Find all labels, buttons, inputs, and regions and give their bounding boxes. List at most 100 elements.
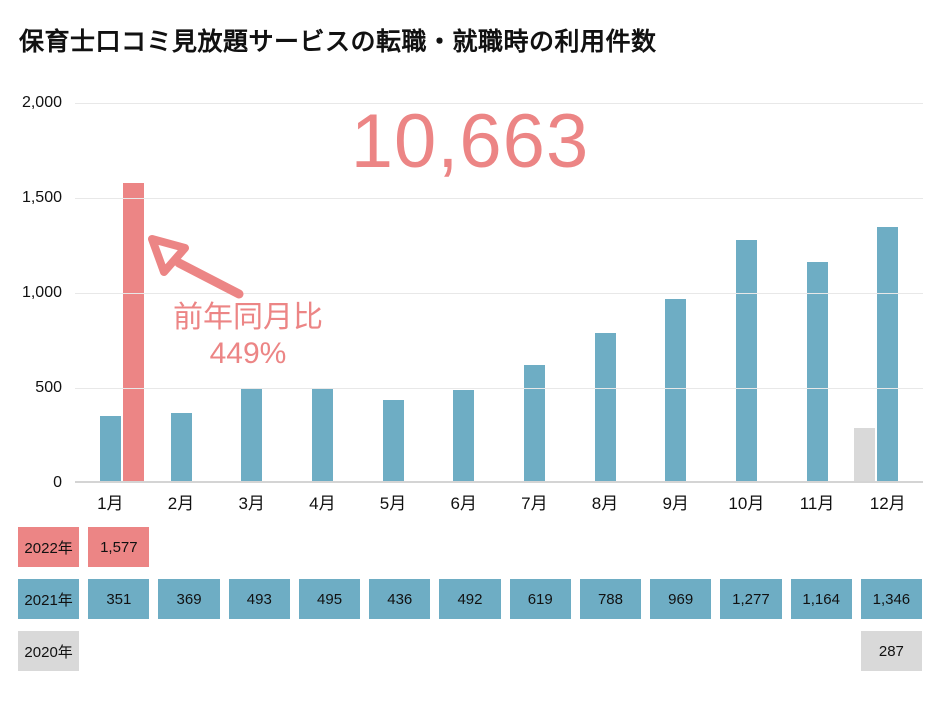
- bar-group-5月: [358, 103, 429, 483]
- x-tick-label: 8月: [591, 494, 619, 513]
- callout-arrow-icon: [148, 235, 244, 299]
- table-row-2022年: 2022年 1,577: [18, 527, 922, 567]
- y-tick-label: 1,000: [21, 284, 62, 301]
- x-tick-label: 10月: [728, 494, 765, 513]
- table-row-label: 2020年: [18, 631, 80, 671]
- table-cell-2021年-12月: 1,346: [860, 579, 922, 619]
- table-cell-2021年-2月: 369: [158, 579, 220, 619]
- table-cell-2020年-6月: [439, 631, 500, 671]
- x-axis-labels: 1月 2月 3月 4月 5月 6月 7月 8月 9月 10月 11月 12月: [75, 489, 923, 514]
- bar-2021年-3月: [241, 389, 263, 483]
- highlight-total: 10,663: [350, 99, 590, 184]
- table-cell-2021年-10月: 1,277: [720, 579, 782, 619]
- table-cell-2022年-12月: [861, 527, 922, 567]
- x-tick-label: 1月: [97, 494, 124, 513]
- bar-2021年-9月: [665, 298, 687, 483]
- table-row-label: 2021年: [18, 579, 80, 619]
- callout-line1: 前年同月比: [173, 301, 323, 334]
- y-tick-label: 0: [53, 474, 62, 491]
- table-cell-2022年-10月: [720, 527, 781, 567]
- bar-group-4月: [287, 103, 358, 483]
- table-cell-2021年-9月: 969: [650, 579, 712, 619]
- x-tick-label: 6月: [450, 494, 477, 513]
- x-tick-label: 7月: [521, 494, 548, 513]
- table-cell-2021年-1月: 351: [88, 579, 150, 619]
- chart-plot-area: [75, 103, 923, 483]
- y-tick-label: 500: [35, 379, 62, 396]
- table-cell-2020年-2月: [158, 631, 219, 671]
- table-cell-2022年-3月: [229, 527, 290, 567]
- y-tick-label: 2,000: [21, 94, 62, 111]
- table-cell-2022年-6月: [439, 527, 500, 567]
- table-cell-2020年-3月: [229, 631, 290, 671]
- x-tick-label: 9月: [662, 494, 689, 513]
- table-cell-2022年-4月: [299, 527, 360, 567]
- x-tick-label: 5月: [379, 494, 407, 513]
- table-cell-2020年-8月: [580, 631, 641, 671]
- bar-2022年-1月: [122, 183, 144, 483]
- bar-2020年-12月: [854, 428, 876, 483]
- table-cell-2022年-9月: [650, 527, 711, 567]
- table-cell-2022年-7月: [510, 527, 571, 567]
- bar-2021年-2月: [170, 412, 192, 483]
- bar-2021年-4月: [311, 388, 333, 483]
- callout-line2: 449%: [209, 337, 287, 370]
- bar-group-6月: [428, 103, 499, 483]
- x-tick-label: 11月: [799, 494, 835, 513]
- gridline: [75, 103, 923, 104]
- bar-2021年-8月: [594, 333, 616, 483]
- y-axis-labels: 0 500 1,000 1,500 2,000: [0, 94, 62, 491]
- table-cell-2020年-5月: [369, 631, 430, 671]
- table-cell-2022年-2月: [158, 527, 219, 567]
- bar-group-12月: [852, 103, 923, 483]
- bar-group-9月: [640, 103, 711, 483]
- table-cell-2020年-9月: [650, 631, 711, 671]
- table-cell-2020年-11月: [791, 631, 852, 671]
- table-cell-2022年-8月: [580, 527, 641, 567]
- bar-group-1月: [75, 103, 146, 483]
- table-row-label: 2022年: [18, 527, 80, 567]
- gridline: [75, 388, 923, 389]
- data-table: 2022年 1,577 2021年 351 369 493 495 436 492 619 788 9…: [18, 527, 922, 683]
- x-tick-label: 3月: [238, 494, 265, 513]
- y-tick-label: 1,500: [21, 189, 62, 206]
- page-title: 保育士口コミ見放題サービスの転職・就職時の利用件数: [19, 28, 657, 56]
- bar-group-8月: [570, 103, 641, 483]
- table-cell-2021年-3月: 493: [228, 579, 290, 619]
- table-cell-2022年-1月: 1,577: [88, 527, 150, 567]
- bar-group-2月: [146, 103, 217, 483]
- bar-group-7月: [499, 103, 570, 483]
- bar-2021年-7月: [523, 365, 545, 483]
- table-cell-2022年-5月: [369, 527, 430, 567]
- bar-2021年-12月: [877, 227, 899, 483]
- table-cell-2020年-12月: 287: [860, 631, 922, 671]
- table-cell-2020年-10月: [720, 631, 781, 671]
- bar-2021年-6月: [453, 389, 475, 483]
- x-axis-line: [75, 481, 923, 483]
- table-cell-2020年-1月: [88, 631, 149, 671]
- table-cell-2020年-7月: [510, 631, 571, 671]
- table-cell-2021年-4月: 495: [298, 579, 361, 619]
- table-cell-2021年-11月: 1,164: [790, 579, 852, 619]
- gridline: [75, 293, 923, 294]
- table-row-2021年: 2021年 351 369 493 495 436 492 619 788 969 1,277 1,1…: [18, 579, 922, 619]
- x-tick-label: 12月: [869, 494, 906, 513]
- bar-2021年-10月: [735, 240, 757, 483]
- table-cell-2021年-8月: 788: [579, 579, 642, 619]
- x-tick-label: 2月: [167, 494, 195, 513]
- bar-groups: [75, 103, 923, 483]
- bar-group-10月: [711, 103, 782, 483]
- bar-2021年-11月: [806, 261, 828, 483]
- bar-2021年-1月: [99, 416, 121, 483]
- bar-group-11月: [782, 103, 853, 483]
- table-cell-2020年-4月: [299, 631, 360, 671]
- table-cell-2022年-11月: [791, 527, 852, 567]
- bar-2021年-5月: [382, 400, 404, 483]
- x-tick-label: 4月: [309, 494, 336, 513]
- table-cell-2021年-6月: 492: [439, 579, 501, 619]
- table-cell-2021年-5月: 436: [369, 579, 431, 619]
- callout-text: 前年同月比 449%: [148, 300, 348, 372]
- gridline: [75, 198, 923, 199]
- table-row-2020年: 2020年 287: [18, 631, 922, 671]
